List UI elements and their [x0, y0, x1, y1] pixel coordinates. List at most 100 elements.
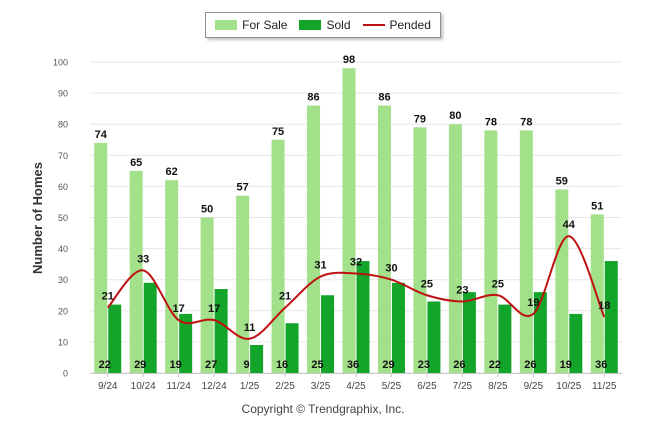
pended-value-label: 44: [563, 219, 576, 231]
pended-value-label: 17: [173, 303, 185, 315]
sold-bar: [214, 289, 228, 373]
for-sale-bar: [165, 180, 179, 373]
y-axis: 0 10 20 30 40 50 60 70 80 90 100: [53, 58, 68, 379]
for-sale-value-label: 75: [272, 126, 284, 138]
sold-value-label: 29: [134, 359, 146, 371]
pended-value-label: 25: [492, 278, 504, 290]
sold-value-label: 22: [99, 359, 111, 371]
for-sale-value-label: 98: [343, 54, 355, 66]
for-sale-bar: [555, 189, 569, 373]
sold-bar: [533, 292, 547, 373]
x-tick-label: 2/25: [275, 381, 295, 392]
legend-item-for-sale[interactable]: For Sale: [215, 18, 287, 32]
sold-bar: [321, 295, 335, 373]
pended-value-label: 21: [102, 291, 114, 303]
x-tick-label: 9/25: [524, 381, 544, 392]
legend-label-pended: Pended: [389, 18, 431, 32]
sold-bar: [462, 292, 476, 373]
for-sale-value-label: 74: [95, 129, 108, 141]
sold-bar: [108, 304, 122, 373]
for-sale-value-label: 86: [378, 92, 390, 104]
sold-bar: [498, 304, 512, 373]
x-tick-label: 8/25: [488, 381, 508, 392]
for-sale-value-label: 78: [485, 116, 497, 128]
sold-bar: [179, 313, 193, 373]
for-sale-bar: [484, 130, 498, 373]
x-tick-label: 3/25: [311, 381, 331, 392]
pended-value-label: 11: [244, 322, 256, 334]
pended-value-label: 33: [137, 253, 149, 265]
pended-swatch: [362, 24, 385, 26]
sold-value-label: 36: [595, 359, 607, 371]
pended-line: [106, 235, 606, 340]
for-sale-bar: [94, 142, 108, 373]
sold-bar: [143, 282, 157, 373]
for-sale-swatch: [215, 20, 238, 30]
pended-value-label: 23: [456, 284, 468, 296]
for-sale-value-label: 86: [307, 92, 319, 104]
sold-swatch: [299, 20, 322, 30]
for-sale-bar: [448, 124, 462, 373]
gridlines: [90, 61, 622, 374]
legend: For Sale Sold Pended: [205, 12, 441, 38]
for-sale-value-label: 57: [236, 182, 248, 194]
sold-series: [108, 261, 618, 373]
y-tick-label: 30: [58, 275, 68, 285]
for-sale-bar: [519, 130, 533, 373]
pended-value-label: 18: [598, 300, 610, 312]
for-sale-series: [94, 68, 604, 373]
y-tick-label: 60: [58, 182, 68, 192]
sold-bar: [356, 261, 370, 373]
x-tick-label: 4/25: [346, 381, 366, 392]
for-sale-value-label: 51: [591, 200, 603, 212]
pended-value-label: 21: [279, 291, 291, 303]
sold-value-label: 36: [347, 359, 359, 371]
for-sale-value-label: 79: [414, 113, 426, 125]
pended-value-label: 19: [527, 297, 539, 309]
for-sale-value-label: 78: [520, 116, 532, 128]
y-tick-label: 90: [58, 89, 68, 99]
x-tick-label: 7/25: [453, 381, 473, 392]
x-tick-label: 10/24: [131, 381, 156, 392]
pended-value-label: 17: [208, 303, 220, 315]
y-tick-label: 100: [53, 58, 68, 68]
sold-bar: [250, 345, 264, 373]
pended-value-label: 25: [421, 278, 433, 290]
sold-value-label: 22: [489, 359, 501, 371]
pended-value-label: 30: [385, 263, 397, 275]
for-sale-value-label: 59: [556, 176, 568, 188]
for-sale-value-label: 80: [449, 110, 461, 122]
x-tick-label: 11/24: [167, 381, 192, 392]
sold-value-label: 16: [276, 359, 288, 371]
y-tick-label: 80: [58, 120, 68, 130]
y-tick-label: 20: [58, 306, 68, 316]
x-tick-label: 10/25: [556, 381, 581, 392]
pended-series: [106, 235, 606, 340]
y-tick-label: 0: [63, 369, 68, 379]
x-tick-label: 5/25: [382, 381, 402, 392]
sold-value-label: 9: [244, 359, 250, 371]
sold-bar: [391, 282, 405, 373]
pended-value-label: 31: [314, 260, 326, 272]
for-sale-bar: [307, 105, 321, 373]
x-tick-label: 6/25: [417, 381, 437, 392]
sold-value-label: 29: [382, 359, 394, 371]
y-tick-label: 40: [58, 244, 68, 254]
sold-value-label: 19: [170, 359, 182, 371]
y-tick-label: 10: [58, 337, 68, 347]
for-sale-value-label: 50: [201, 204, 213, 216]
sold-value-label: 26: [524, 359, 536, 371]
for-sale-value-label: 65: [130, 157, 142, 169]
y-axis-title: Number of Homes: [30, 162, 45, 274]
x-tick-label: 1/25: [240, 381, 260, 392]
sold-bar: [569, 313, 583, 373]
sold-bar: [285, 323, 299, 373]
pended-value-label: 32: [350, 256, 362, 268]
sold-bar: [604, 261, 618, 373]
legend-item-sold[interactable]: Sold: [299, 18, 351, 32]
legend-item-pended[interactable]: Pended: [362, 18, 431, 32]
legend-label-for-sale: For Sale: [242, 18, 288, 32]
copyright-credit: Copyright © Trendgraphix, Inc.: [241, 402, 405, 416]
for-sale-value-label: 62: [166, 166, 178, 178]
sold-value-label: 27: [205, 359, 217, 371]
